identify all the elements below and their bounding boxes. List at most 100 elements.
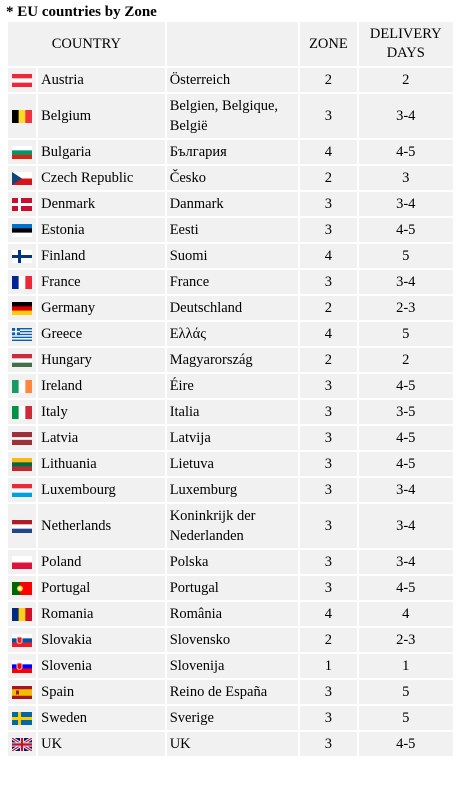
country-cell: Portugal [38, 576, 165, 600]
latvia-flag-icon [12, 430, 33, 446]
local-name-cell: UK [166, 732, 299, 756]
local-name-cell: Éire [166, 374, 299, 398]
flag-cell [8, 166, 37, 190]
spain-flag-icon [12, 684, 33, 700]
table-row: Lithuania Lietuva 3 4-5 [8, 452, 453, 476]
delivery-days-cell: 3-4 [358, 550, 453, 574]
ireland-flag-icon [12, 378, 33, 394]
country-cell: Bulgaria [38, 140, 165, 164]
local-name-cell: Portugal [166, 576, 299, 600]
column-header-local-name [166, 22, 299, 66]
zone-cell: 3 [300, 504, 357, 548]
flag-cell [8, 94, 37, 138]
local-name-cell: Danmark [166, 192, 299, 216]
country-cell: Finland [38, 244, 165, 268]
local-name-cell: Suomi [166, 244, 299, 268]
country-cell: Poland [38, 550, 165, 574]
table-row: UK UK 3 4-5 [8, 732, 453, 756]
country-cell: Germany [38, 296, 165, 320]
flag-cell [8, 654, 37, 678]
local-name-cell: Ελλάς [166, 322, 299, 346]
finland-flag-icon [12, 248, 33, 264]
delivery-days-cell: 4-5 [358, 426, 453, 450]
flag-cell [8, 680, 37, 704]
table-row: Germany Deutschland 2 2-3 [8, 296, 453, 320]
zone-cell: 3 [300, 732, 357, 756]
zone-cell: 4 [300, 322, 357, 346]
germany-flag-icon [12, 300, 33, 316]
country-cell: Luxembourg [38, 478, 165, 502]
eu-zones-table: COUNTRY ZONE DELIVERY DAYS Austria Österr… [6, 20, 455, 758]
table-row: Austria Österreich 2 2 [8, 68, 453, 92]
country-cell: UK [38, 732, 165, 756]
flag-cell [8, 374, 37, 398]
country-cell: Ireland [38, 374, 165, 398]
flag-cell [8, 270, 37, 294]
local-name-cell: Reino de España [166, 680, 299, 704]
country-cell: Greece [38, 322, 165, 346]
delivery-days-cell: 5 [358, 322, 453, 346]
country-cell: Estonia [38, 218, 165, 242]
slovakia-flag-icon [12, 632, 33, 648]
slovenia-flag-icon [12, 658, 33, 674]
table-row: Ireland Éire 3 4-5 [8, 374, 453, 398]
delivery-days-cell: 5 [358, 680, 453, 704]
column-header-delivery-days: DELIVERY DAYS [358, 22, 453, 66]
column-header-zone: ZONE [300, 22, 357, 66]
zone-cell: 3 [300, 94, 357, 138]
zone-cell: 2 [300, 166, 357, 190]
local-name-cell: Lietuva [166, 452, 299, 476]
flag-cell [8, 322, 37, 346]
luxembourg-flag-icon [12, 482, 33, 498]
denmark-flag-icon [12, 196, 33, 212]
flag-cell [8, 348, 37, 372]
country-cell: Romania [38, 602, 165, 626]
delivery-days-cell: 4-5 [358, 576, 453, 600]
flag-cell [8, 244, 37, 268]
local-name-cell: Magyarország [166, 348, 299, 372]
flag-cell [8, 426, 37, 450]
flag-cell [8, 576, 37, 600]
table-row: Denmark Danmark 3 3-4 [8, 192, 453, 216]
country-cell: Hungary [38, 348, 165, 372]
table-row: Sweden Sverige 3 5 [8, 706, 453, 730]
local-name-cell: France [166, 270, 299, 294]
local-name-cell: Belgien, Belgique, België [166, 94, 299, 138]
delivery-days-cell: 3-4 [358, 478, 453, 502]
table-row: Spain Reino de España 3 5 [8, 680, 453, 704]
estonia-flag-icon [12, 222, 33, 238]
delivery-days-cell: 3-4 [358, 504, 453, 548]
table-row: Belgium Belgien, Belgique, België 3 3-4 [8, 94, 453, 138]
local-name-cell: Polska [166, 550, 299, 574]
table-row: Estonia Eesti 3 4-5 [8, 218, 453, 242]
zone-cell: 3 [300, 452, 357, 476]
delivery-days-cell: 4-5 [358, 140, 453, 164]
flag-cell [8, 602, 37, 626]
local-name-cell: Česko [166, 166, 299, 190]
local-name-cell: Sverige [166, 706, 299, 730]
flag-cell [8, 296, 37, 320]
delivery-days-cell: 5 [358, 706, 453, 730]
delivery-days-cell: 4-5 [358, 732, 453, 756]
zone-cell: 4 [300, 140, 357, 164]
bulgaria-flag-icon [12, 144, 33, 160]
flag-cell [8, 218, 37, 242]
table-row: Poland Polska 3 3-4 [8, 550, 453, 574]
zone-cell: 3 [300, 218, 357, 242]
country-cell: Sweden [38, 706, 165, 730]
country-cell: Latvia [38, 426, 165, 450]
zone-cell: 3 [300, 374, 357, 398]
zone-cell: 2 [300, 348, 357, 372]
table-row: Slovenia Slovenija 1 1 [8, 654, 453, 678]
country-cell: Slovakia [38, 628, 165, 652]
country-cell: Belgium [38, 94, 165, 138]
italy-flag-icon [12, 404, 33, 420]
delivery-days-cell: 5 [358, 244, 453, 268]
zone-cell: 3 [300, 426, 357, 450]
local-name-cell: Italia [166, 400, 299, 424]
austria-flag-icon [12, 72, 33, 88]
flag-cell [8, 628, 37, 652]
local-name-cell: Deutschland [166, 296, 299, 320]
sweden-flag-icon [12, 710, 33, 726]
zone-cell: 3 [300, 400, 357, 424]
